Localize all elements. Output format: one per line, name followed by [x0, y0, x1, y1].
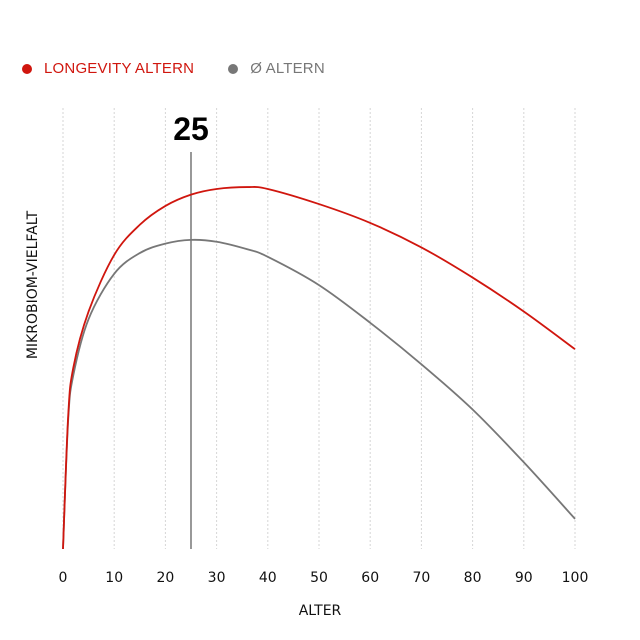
x-tick-label: 10 — [105, 570, 123, 586]
x-tick-label: 80 — [464, 570, 482, 586]
x-axis-label: ALTER — [299, 603, 342, 619]
legend: LONGEVITY ALTERN Ø ALTERN — [22, 60, 359, 77]
grid-lines — [62, 108, 576, 549]
x-tick-label: 100 — [562, 570, 589, 586]
legend-item-average: Ø ALTERN — [228, 60, 325, 77]
y-axis-label: MIKROBIOM-VIELFALT — [25, 210, 41, 359]
legend-item-longevity: LONGEVITY ALTERN — [22, 60, 194, 77]
x-tick-label: 60 — [361, 570, 379, 586]
x-tick-label: 90 — [515, 570, 533, 586]
x-tick-label: 20 — [156, 570, 174, 586]
series-average-line — [62, 238, 576, 550]
age-marker-label: 25 — [173, 111, 209, 147]
legend-dot-gray-icon — [228, 63, 239, 74]
x-axis-ticks: 0 10 20 30 40 50 60 70 80 90 100 — [59, 570, 589, 586]
x-tick-label: 40 — [259, 570, 277, 586]
x-tick-label: 0 — [59, 570, 68, 586]
x-tick-label: 70 — [412, 570, 430, 586]
legend-dot-red-icon — [22, 63, 32, 74]
series-longevity-line — [62, 186, 576, 550]
legend-label-average: Ø ALTERN — [250, 60, 325, 77]
legend-label-longevity: LONGEVITY ALTERN — [44, 60, 195, 77]
x-tick-label: 30 — [208, 570, 226, 586]
x-tick-label: 50 — [310, 570, 328, 586]
